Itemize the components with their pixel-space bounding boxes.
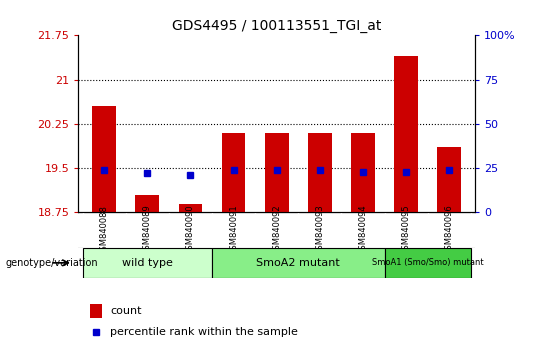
Bar (384, 248, 471, 278)
Bar (394, 56, 418, 212)
Bar (222, 133, 246, 212)
Bar (437, 148, 461, 212)
Title: GDS4495 / 100113551_TGI_at: GDS4495 / 100113551_TGI_at (172, 19, 381, 33)
Bar (308, 133, 332, 212)
Bar (136, 195, 159, 212)
Text: GSM840094: GSM840094 (359, 205, 368, 256)
Bar (83, 248, 212, 278)
Bar (212, 248, 384, 278)
Text: SmoA1 (Smo/Smo) mutant: SmoA1 (Smo/Smo) mutant (372, 258, 483, 267)
Text: GSM840095: GSM840095 (402, 205, 411, 256)
Text: SmoA2 mutant: SmoA2 mutant (256, 258, 340, 268)
Bar (179, 204, 202, 212)
Text: GSM840093: GSM840093 (315, 205, 325, 256)
Text: GSM840092: GSM840092 (272, 205, 281, 256)
Text: percentile rank within the sample: percentile rank within the sample (110, 327, 298, 337)
Text: GSM840089: GSM840089 (143, 205, 152, 256)
Text: count: count (110, 306, 141, 316)
Text: GSM840091: GSM840091 (229, 205, 238, 256)
Text: GSM840088: GSM840088 (100, 205, 109, 256)
Text: GSM840090: GSM840090 (186, 205, 195, 256)
Bar (265, 133, 288, 212)
Text: genotype/variation: genotype/variation (5, 258, 98, 268)
Bar (90, 304, 102, 318)
Text: GSM840096: GSM840096 (445, 205, 454, 256)
Bar (351, 133, 375, 212)
Bar (92, 106, 116, 212)
Text: wild type: wild type (122, 258, 173, 268)
